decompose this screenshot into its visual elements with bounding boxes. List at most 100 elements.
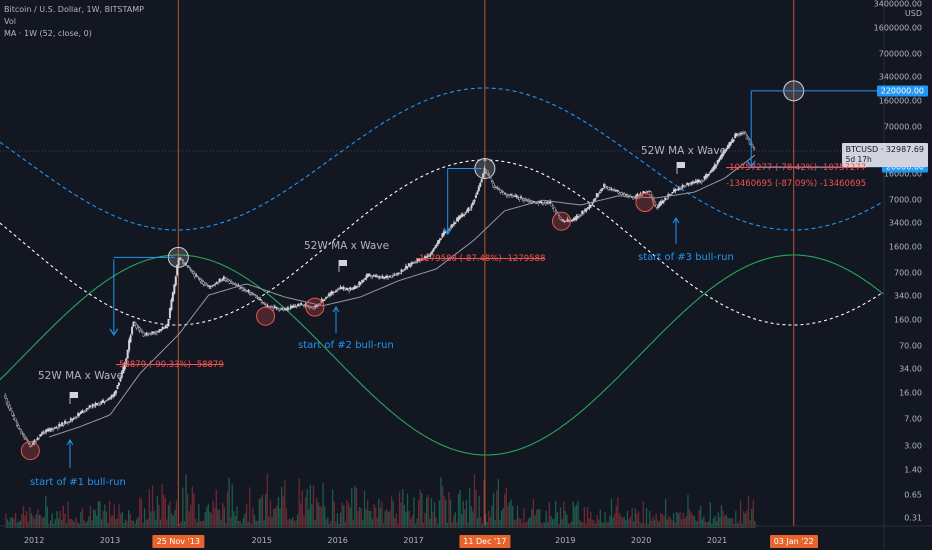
volume-bar — [615, 505, 617, 528]
candle-body — [437, 240, 440, 245]
candle-body — [217, 282, 220, 284]
volume-bar — [308, 508, 310, 528]
volume-bar — [433, 502, 436, 528]
volume-bar — [43, 517, 45, 528]
volume-bar — [261, 494, 264, 528]
candle-body — [40, 433, 43, 436]
candle-body — [490, 179, 493, 182]
candle-body — [610, 188, 613, 190]
candle-body — [429, 253, 432, 256]
ma-indicator-label[interactable]: MA · 1W (52, close, 0) — [4, 29, 92, 38]
candle-body — [747, 137, 750, 140]
volume-bar — [582, 522, 584, 528]
volume-bar — [432, 512, 434, 528]
volume-bar — [271, 516, 273, 528]
candle-body — [298, 304, 301, 307]
volume-bar — [698, 510, 700, 528]
volume-bar — [395, 513, 398, 528]
volume-bar — [473, 474, 476, 528]
candle-body — [640, 194, 643, 196]
volume-bar — [418, 499, 420, 528]
volume-bar — [110, 515, 112, 528]
symbol-title[interactable]: Bitcoin / U.S. Dollar, 1W, BITSTAMP — [4, 5, 144, 14]
volume-bar — [572, 501, 574, 528]
volume-bar — [425, 497, 428, 528]
volume-bar — [217, 509, 219, 528]
green-cycle-wave — [0, 254, 884, 456]
candle-body — [661, 201, 664, 204]
candle-body — [11, 411, 14, 416]
candle-body — [21, 433, 24, 435]
cycle-date-tag-1: 11 Dec '17 — [459, 535, 511, 548]
time-tick-label: 2012 — [23, 536, 45, 545]
candle-body — [464, 211, 467, 214]
volume-bar — [244, 513, 246, 528]
candle-body — [751, 144, 754, 147]
volume-bar — [620, 516, 622, 528]
candle-body — [99, 403, 102, 405]
volume-indicator-label[interactable]: Vol — [4, 17, 16, 26]
candle-body — [323, 299, 326, 301]
candle-body — [562, 219, 565, 222]
volume-bar — [580, 521, 582, 528]
candle-body — [431, 251, 434, 254]
volume-bar — [555, 500, 557, 528]
candle-body — [163, 327, 166, 329]
volume-bar — [520, 519, 522, 528]
volume-bar — [139, 497, 141, 528]
candle-body — [34, 441, 37, 443]
candle-body — [454, 222, 457, 224]
volume-bar — [51, 513, 53, 528]
volume-bar — [285, 508, 288, 528]
candle-body — [272, 306, 275, 309]
candle-body — [285, 309, 288, 311]
candle-body — [10, 408, 13, 411]
volume-bar — [469, 488, 471, 528]
candle-body — [13, 415, 16, 420]
volume-bar — [155, 520, 157, 528]
candle-body — [84, 410, 87, 412]
volume-bar — [92, 509, 95, 528]
volume-bar — [91, 520, 93, 528]
candle-body — [8, 404, 11, 410]
volume-bar — [159, 519, 162, 528]
volume-bar — [685, 515, 688, 528]
candle-body — [504, 193, 507, 195]
volume-bar — [400, 502, 402, 528]
volume-bar — [252, 507, 254, 528]
volume-bar — [629, 516, 632, 528]
drop-arrow-2017-head — [443, 227, 453, 236]
current-price: 32987.69 — [885, 145, 924, 154]
candle-body — [253, 294, 256, 296]
volume-bar — [392, 500, 394, 528]
volume-bar — [341, 502, 343, 528]
candle-body — [537, 202, 540, 205]
candle-body — [313, 306, 316, 309]
volume-bar — [199, 521, 202, 528]
volume-bar — [461, 513, 463, 528]
candle-body — [262, 301, 265, 304]
volume-bar — [57, 518, 60, 528]
time-tick-label: 2015 — [251, 536, 272, 545]
volume-bar — [292, 517, 294, 528]
volume-bar — [355, 488, 358, 528]
volume-bar — [81, 507, 84, 528]
volume-bar — [150, 511, 152, 528]
volume-bar — [37, 508, 39, 528]
volume-bar — [386, 509, 388, 528]
volume-bar — [376, 517, 378, 528]
candle-body — [251, 293, 254, 295]
ma-cross-circle-1 — [256, 306, 276, 326]
volume-bar — [357, 511, 359, 528]
volume-bar — [166, 519, 168, 528]
price-tick-label: 34.00 — [899, 364, 922, 374]
candle-body — [335, 290, 338, 292]
volume-bar — [390, 496, 393, 528]
volume-bar — [633, 521, 635, 528]
volume-bar — [700, 505, 702, 528]
current-price-tag: BTCUSD · 32987.69 5d 17h — [841, 143, 928, 167]
time-tick-label: 2019 — [555, 536, 576, 545]
candle-body — [52, 428, 55, 431]
candle-body — [566, 218, 569, 222]
